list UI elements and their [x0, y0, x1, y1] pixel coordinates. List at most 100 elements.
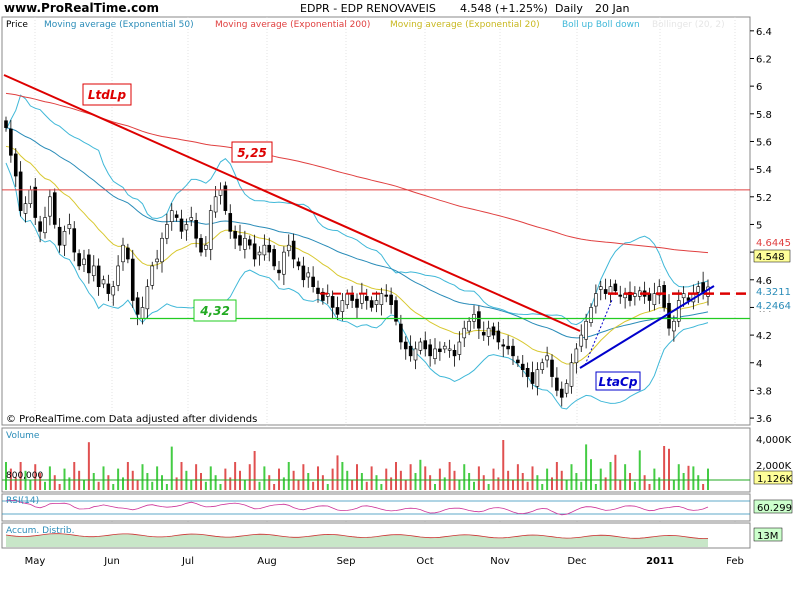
time-axis: May Jun Jul Aug Sep Oct Nov Dec 2011 Feb	[25, 556, 744, 567]
candle-body	[394, 300, 398, 322]
volume-bar	[692, 466, 695, 490]
candle-body	[345, 293, 350, 305]
candle-body	[43, 217, 47, 234]
candle-body	[184, 224, 189, 231]
candle-body	[28, 189, 33, 205]
candle-body	[516, 359, 520, 364]
rsi-label: RSI(14)	[6, 496, 39, 506]
candle-body	[628, 291, 632, 301]
candle-body	[189, 217, 194, 221]
candle-body	[277, 269, 281, 274]
price-tick-label: 3.6	[756, 414, 772, 425]
volume-bar	[312, 481, 315, 490]
candle-body	[618, 294, 623, 297]
volume-bar	[575, 473, 578, 490]
candle-body	[57, 226, 62, 246]
price-tick-label: 6	[756, 82, 762, 93]
candle-body	[91, 265, 96, 276]
volume-bar	[224, 468, 227, 490]
volume-bar	[73, 462, 76, 490]
volume-bar	[482, 475, 485, 490]
volume-bar	[297, 479, 300, 490]
candle-body	[442, 345, 447, 350]
candle-body	[589, 307, 593, 323]
candle-body	[408, 345, 413, 357]
volume-bar	[107, 475, 110, 490]
candle-body	[252, 243, 257, 260]
candle-body	[511, 345, 515, 357]
candle-body	[48, 196, 52, 217]
volume-bar	[126, 462, 129, 490]
candle-body	[360, 293, 364, 304]
price-tick-label: 3.8	[756, 386, 772, 397]
volume-bar	[614, 454, 617, 490]
candle-body	[613, 283, 618, 292]
volume-bar	[161, 475, 163, 490]
volume-bar	[677, 464, 680, 490]
candle-body	[165, 224, 169, 239]
volume-bar	[580, 481, 583, 490]
candle-body	[564, 383, 569, 394]
candle-body	[96, 265, 101, 287]
volume-bar	[551, 477, 553, 490]
volume-bar	[609, 462, 612, 490]
volume-bar	[395, 462, 397, 490]
volume-bar	[195, 464, 198, 490]
price-tick-label: 5	[756, 220, 762, 231]
volume-bar	[209, 466, 212, 490]
volume-tick-mid: 2,000K	[756, 461, 792, 472]
support-label: 4,32	[199, 304, 230, 318]
volume-bar	[117, 468, 120, 490]
volume-bar	[92, 473, 95, 490]
ltdlp-label: LtdLp	[88, 88, 127, 102]
candle-body	[457, 341, 462, 355]
volume-bar	[321, 475, 324, 490]
volume-bar	[521, 473, 524, 490]
month-label: 2011	[646, 556, 674, 567]
volume-bar	[390, 477, 393, 490]
volume-bar	[541, 484, 544, 490]
candle-body	[301, 265, 306, 281]
volume-bar	[336, 455, 339, 490]
legend-ema200: Moving average (Exponential 200)	[215, 20, 370, 30]
volume-bar	[307, 473, 310, 490]
volume-bar	[463, 464, 466, 490]
candle-body	[594, 293, 598, 307]
volume-bar	[19, 462, 22, 490]
volume-bar	[429, 475, 432, 490]
candle-body	[603, 289, 608, 294]
volume-bar	[5, 462, 7, 490]
downtrend-line	[3, 74, 581, 332]
volume-bar	[672, 479, 675, 490]
volume-bar	[356, 464, 358, 490]
candle-body	[321, 291, 325, 301]
candle-body	[413, 348, 418, 361]
volume-bar	[48, 466, 51, 490]
ema200-line	[5, 92, 709, 254]
volume-bars	[5, 440, 709, 490]
ema200-tag-box	[754, 236, 790, 248]
month-label: Nov	[490, 556, 510, 567]
candle-body	[160, 237, 164, 263]
volume-bar	[419, 459, 422, 490]
volume-bar	[668, 448, 670, 490]
volume-bar	[14, 477, 17, 490]
date-label: 20 Jan	[595, 2, 629, 15]
volume-bar	[87, 442, 90, 490]
price-tick-label: 5.4	[756, 165, 772, 176]
volume-bar	[146, 473, 149, 490]
candle-body	[496, 330, 501, 343]
volume-bar	[273, 484, 276, 490]
volume-bar	[156, 466, 159, 490]
candle-body	[218, 189, 223, 196]
volume-bar	[204, 481, 207, 490]
candle-body	[340, 300, 345, 312]
ema50-tag-box	[754, 285, 790, 297]
ltacp-box: LtaCp	[595, 371, 641, 391]
volume-level-label: 800,000	[6, 471, 43, 481]
candle-body	[33, 186, 38, 218]
candle-body	[428, 344, 432, 357]
candle-body	[403, 341, 408, 350]
ema20-tag-box	[754, 299, 790, 311]
